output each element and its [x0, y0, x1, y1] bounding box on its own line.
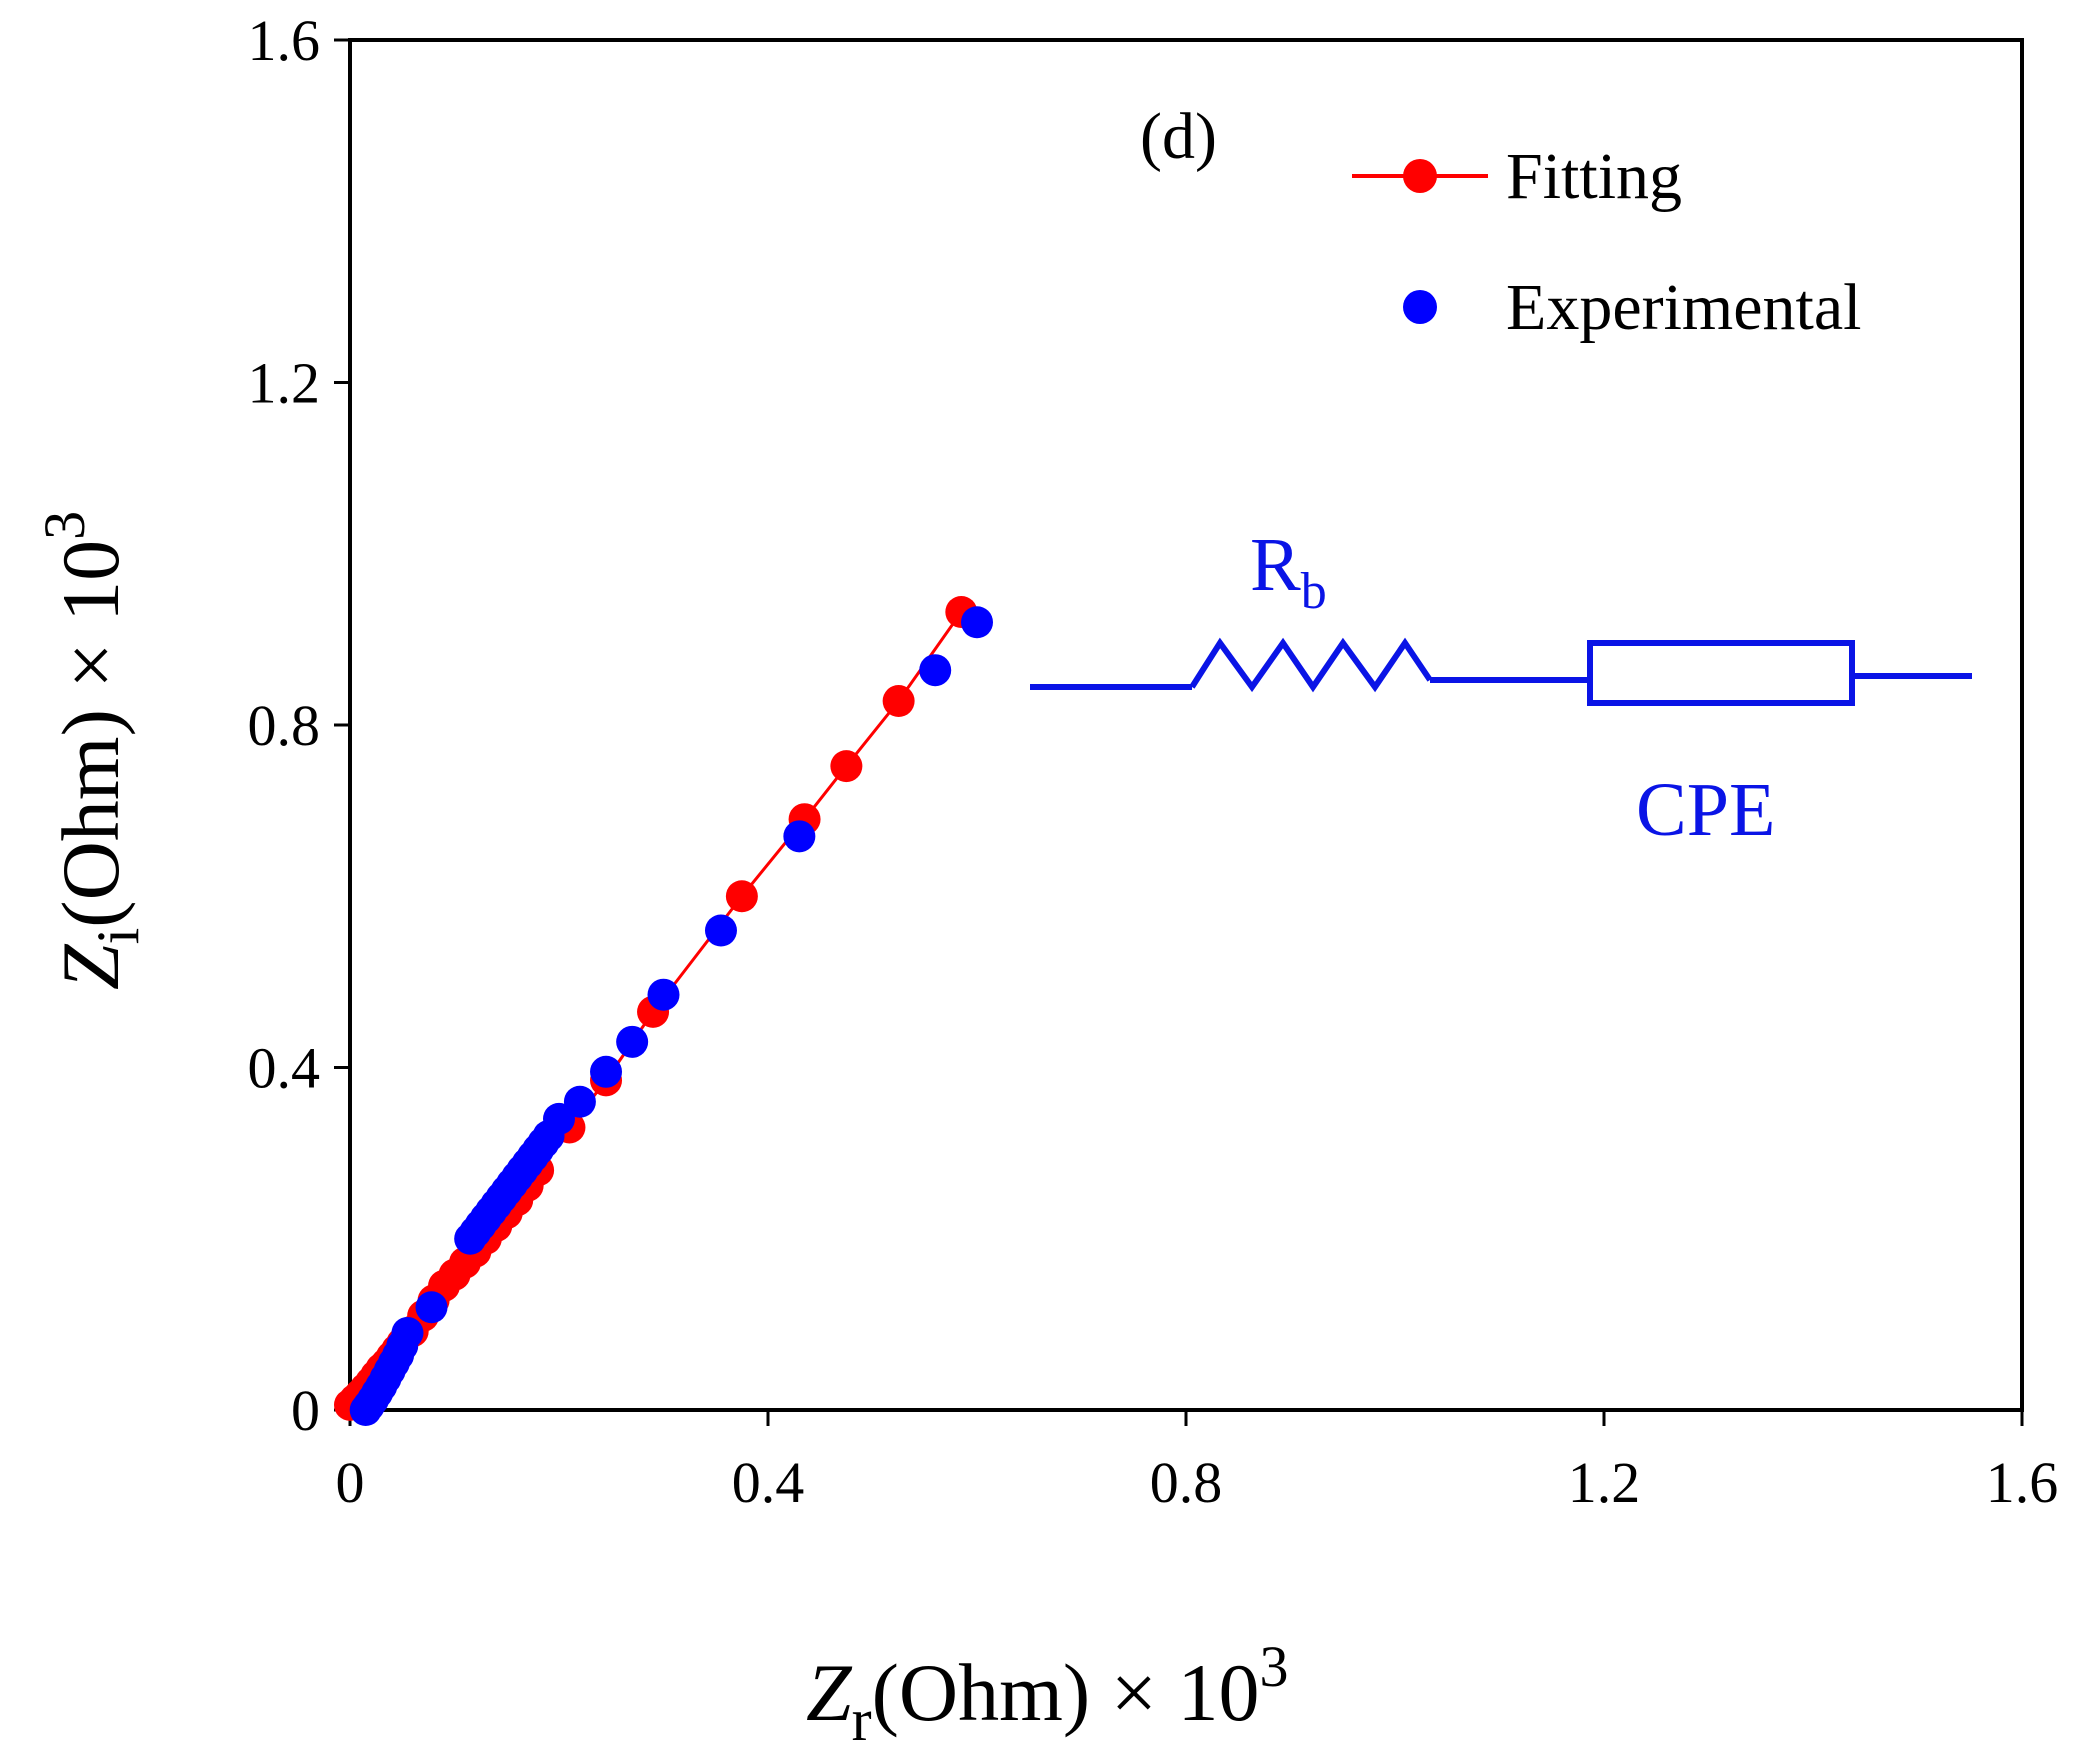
experimental-point	[919, 654, 952, 687]
x-tick-label: 0.4	[732, 1450, 805, 1515]
x-axis-title-unit: (Ohm) × 10	[872, 1647, 1260, 1738]
y-axis-title-main: Z	[45, 943, 136, 990]
axis-ticks: 0 0.4 0.8 1.2 1.6 0 0.4 0.8 1.2 1.6	[248, 8, 2059, 1515]
legend-experimental-label: Experimental	[1506, 271, 1862, 344]
legend-fitting-marker	[1403, 159, 1437, 193]
legend: Fitting Experimental	[1352, 140, 1862, 344]
fitting-point	[830, 750, 863, 783]
resistor-label-main: R	[1250, 523, 1301, 607]
y-axis-title-unit: (Ohm) × 10	[45, 540, 136, 928]
experimental-point	[563, 1085, 596, 1118]
experimental-point	[590, 1055, 623, 1088]
x-axis-title-subscript: r	[852, 1687, 872, 1744]
y-axis-title-subscript: i	[85, 928, 151, 945]
resistor-label-subscript: b	[1301, 563, 1327, 620]
resistor-label: Rb	[1250, 523, 1327, 620]
experimental-point	[961, 606, 993, 639]
experimental-series-markers	[349, 606, 993, 1426]
cpe-label: CPE	[1636, 768, 1775, 852]
fitting-point	[882, 685, 915, 718]
experimental-point	[415, 1291, 448, 1324]
x-tick-label: 1.6	[1986, 1450, 2059, 1515]
x-tick-label: 0.8	[1150, 1450, 1223, 1515]
x-tick-label: 1.2	[1568, 1450, 1641, 1515]
experimental-point	[616, 1025, 649, 1058]
legend-experimental-marker	[1403, 290, 1437, 324]
experimental-point	[783, 820, 816, 853]
fitting-point	[725, 880, 758, 913]
panel-label: (d)	[1140, 100, 1217, 173]
legend-fitting-label: Fitting	[1506, 140, 1682, 213]
x-axis-title-main: Z	[806, 1647, 853, 1738]
y-tick-label: 1.2	[248, 351, 321, 416]
x-axis-title-exponent: 3	[1259, 1634, 1288, 1699]
x-axis-title: Zr(Ohm) × 103	[806, 1634, 1288, 1744]
resistor-rb-zigzag	[1189, 637, 1433, 693]
experimental-point	[391, 1316, 424, 1349]
y-tick-label: 1.6	[248, 8, 321, 73]
y-tick-label: 0	[291, 1378, 320, 1443]
y-axis-title-exponent: 3	[32, 511, 97, 540]
y-axis-title: Zi(Ohm) × 103	[32, 511, 151, 990]
x-tick-label: 0	[336, 1450, 365, 1515]
equivalent-circuit	[1030, 637, 1972, 706]
y-tick-label: 0.4	[248, 1036, 321, 1101]
experimental-point	[704, 914, 737, 947]
experimental-point	[647, 978, 680, 1011]
y-tick-label: 0.8	[248, 693, 321, 758]
